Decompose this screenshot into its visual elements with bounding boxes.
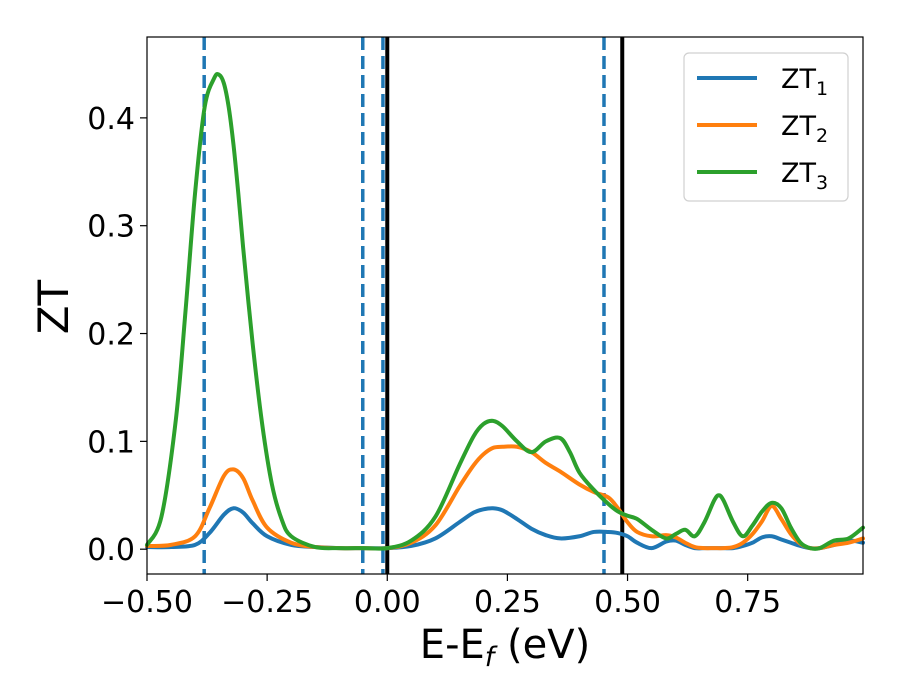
- y-axis-label: ZT: [29, 279, 78, 334]
- x-tick-label: 0.00: [354, 585, 421, 620]
- legend-label-zt1: ZT1: [781, 64, 828, 100]
- legend-label-zt2: ZT2: [781, 111, 828, 147]
- x-axis-label: E-Ef (eV): [420, 622, 590, 673]
- y-tick-label: 0.0: [87, 533, 135, 568]
- legend-label-main: ZT: [781, 111, 816, 142]
- data-series: [145, 71, 865, 551]
- legend-label-zt3: ZT3: [781, 158, 828, 194]
- x-tick-label: 0.25: [474, 585, 541, 620]
- y-tick-label: 0.3: [87, 210, 135, 245]
- x-axis-ticks: −0.50 −0.25 0.00 0.25 0.50 0.75: [101, 574, 781, 620]
- x-tick-label: −0.50: [101, 585, 193, 620]
- y-axis-ticks: 0.0 0.1 0.2 0.3 0.4: [87, 102, 147, 568]
- x-axis-label-unit: (eV): [494, 622, 590, 668]
- series-line-zt1: [145, 506, 865, 551]
- x-tick-label: 0.50: [594, 585, 661, 620]
- legend-label-subscript: 3: [816, 172, 828, 194]
- legend-label-subscript: 2: [816, 125, 828, 147]
- series-line-zt3: [145, 71, 865, 551]
- plot-frame: [146, 36, 864, 575]
- x-axis-label-main: E-E: [420, 622, 485, 668]
- x-tick-label: 0.75: [714, 585, 781, 620]
- legend-label-main: ZT: [781, 64, 816, 95]
- x-tick-label: −0.25: [221, 585, 313, 620]
- y-tick-label: 0.4: [87, 102, 135, 137]
- y-tick-label: 0.2: [87, 318, 135, 353]
- legend-label-main: ZT: [781, 158, 816, 189]
- y-tick-label: 0.1: [87, 425, 135, 460]
- legend-label-subscript: 1: [816, 78, 828, 100]
- legend-box: [683, 52, 849, 202]
- vertical-reference-lines: [202, 37, 625, 574]
- series-line-zt2: [145, 444, 865, 551]
